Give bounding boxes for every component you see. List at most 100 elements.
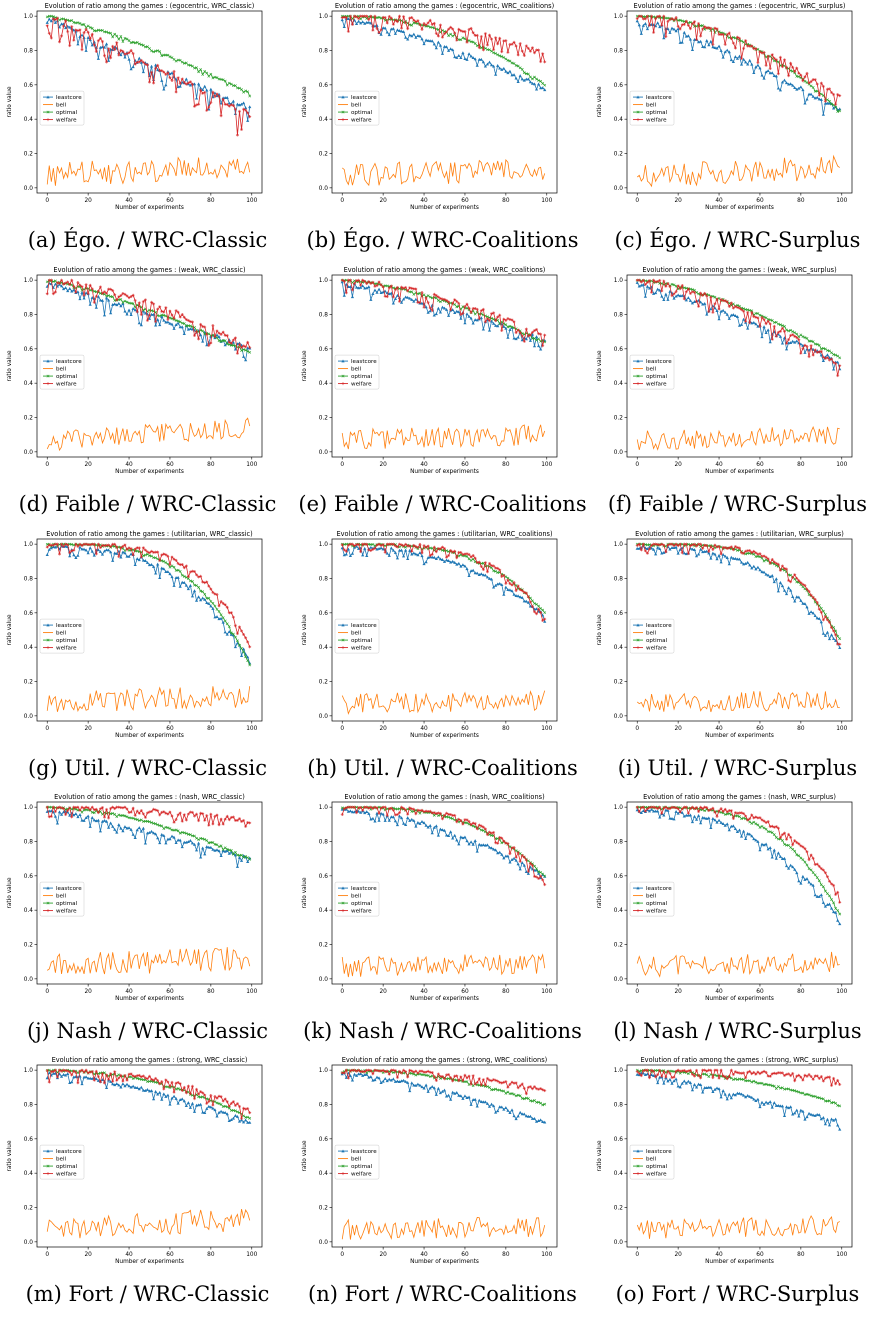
point-leastcore — [682, 814, 686, 818]
point-welfare — [693, 290, 696, 294]
point-leastcore — [723, 50, 727, 54]
point-leastcore — [731, 313, 735, 316]
point-optimal — [770, 831, 774, 835]
point-welfare — [676, 24, 680, 28]
point-welfare — [729, 809, 733, 813]
point-welfare — [776, 72, 780, 76]
point-leastcore — [397, 29, 402, 32]
point-leastcore — [699, 1083, 703, 1086]
point-leastcore — [92, 1076, 96, 1080]
point-leastcore — [119, 555, 123, 559]
point-welfare — [119, 806, 123, 810]
point-welfare — [438, 296, 442, 300]
point-welfare — [420, 27, 424, 31]
y-tick-label: 0.0 — [319, 714, 329, 720]
point-leastcore — [209, 1105, 213, 1109]
point-welfare — [430, 22, 434, 26]
point-leastcore — [168, 572, 172, 576]
point-leastcore — [789, 1105, 793, 1109]
point-leastcore — [371, 816, 375, 820]
point-welfare — [357, 278, 361, 282]
point-welfare — [244, 345, 248, 349]
point-optimal — [518, 1094, 522, 1098]
point-welfare — [62, 544, 66, 548]
point-leastcore — [735, 315, 740, 319]
subfigure-caption: (d) Faible / WRC-Classic — [18, 492, 277, 516]
point-leastcore — [485, 62, 490, 66]
point-optimal — [738, 815, 741, 818]
x-tick-label: 0 — [635, 462, 639, 468]
point-welfare — [500, 574, 504, 578]
point-welfare — [70, 25, 74, 29]
point-welfare — [363, 1070, 367, 1074]
point-welfare — [400, 285, 404, 289]
point-welfare — [143, 548, 147, 552]
point-welfare — [205, 580, 209, 584]
point-optimal — [156, 49, 160, 53]
point-welfare — [240, 820, 244, 824]
point-leastcore — [156, 317, 160, 321]
point-leastcore — [340, 18, 344, 22]
point-welfare — [227, 340, 231, 344]
point-welfare — [348, 278, 352, 282]
point-leastcore — [115, 1082, 119, 1085]
point-leastcore — [123, 825, 127, 829]
point-optimal — [664, 544, 668, 548]
point-welfare — [539, 611, 543, 615]
point-leastcore — [188, 83, 193, 87]
point-leastcore — [754, 322, 758, 326]
point-welfare — [80, 805, 84, 809]
point-leastcore — [192, 842, 197, 846]
point-welfare — [424, 809, 428, 813]
legend-label-optimal: optimal — [56, 901, 78, 907]
point-leastcore — [127, 308, 131, 312]
point-welfare — [680, 283, 684, 287]
line-chart: Evolution of ratio among the games : (st… — [597, 1056, 853, 1265]
point-leastcore — [237, 103, 242, 107]
chart-panel: Evolution of ratio among the games : (ut… — [295, 528, 590, 791]
point-leastcore — [393, 31, 398, 35]
point-leastcore — [795, 87, 799, 91]
point-welfare — [490, 564, 494, 568]
point-optimal — [131, 302, 135, 305]
point-welfare — [729, 301, 733, 305]
point-welfare — [780, 65, 784, 69]
point-welfare — [84, 542, 88, 546]
point-leastcore — [827, 902, 832, 906]
point-optimal — [233, 84, 237, 88]
point-optimal — [526, 1097, 530, 1100]
point-welfare — [721, 546, 725, 550]
point-welfare — [650, 290, 654, 294]
point-leastcore — [664, 292, 668, 296]
point-leastcore — [182, 581, 186, 584]
point-welfare — [660, 542, 664, 546]
point-welfare — [160, 553, 164, 557]
point-leastcore — [457, 561, 461, 565]
point-leastcore — [703, 302, 707, 305]
point-optimal — [410, 290, 414, 294]
x-tick-label: 40 — [125, 1252, 133, 1258]
point-welfare — [131, 806, 135, 810]
point-welfare — [47, 31, 51, 35]
point-optimal — [115, 34, 119, 38]
point-welfare — [512, 320, 516, 324]
point-welfare — [713, 543, 717, 547]
point-welfare — [500, 329, 504, 333]
point-welfare — [393, 287, 397, 291]
point-welfare — [113, 542, 117, 546]
point-optimal — [219, 613, 223, 617]
point-welfare — [707, 809, 711, 813]
point-welfare — [348, 1069, 352, 1073]
point-leastcore — [203, 84, 207, 88]
point-optimal — [215, 1101, 219, 1105]
point-welfare — [68, 806, 72, 810]
point-leastcore — [784, 864, 789, 868]
point-leastcore — [455, 838, 459, 842]
point-leastcore — [522, 78, 526, 82]
point-leastcore — [158, 576, 162, 580]
point-leastcore — [684, 813, 688, 817]
point-leastcore — [737, 557, 742, 561]
point-welfare — [467, 1074, 471, 1078]
point-welfare — [457, 1079, 461, 1083]
point-welfare — [115, 41, 119, 45]
